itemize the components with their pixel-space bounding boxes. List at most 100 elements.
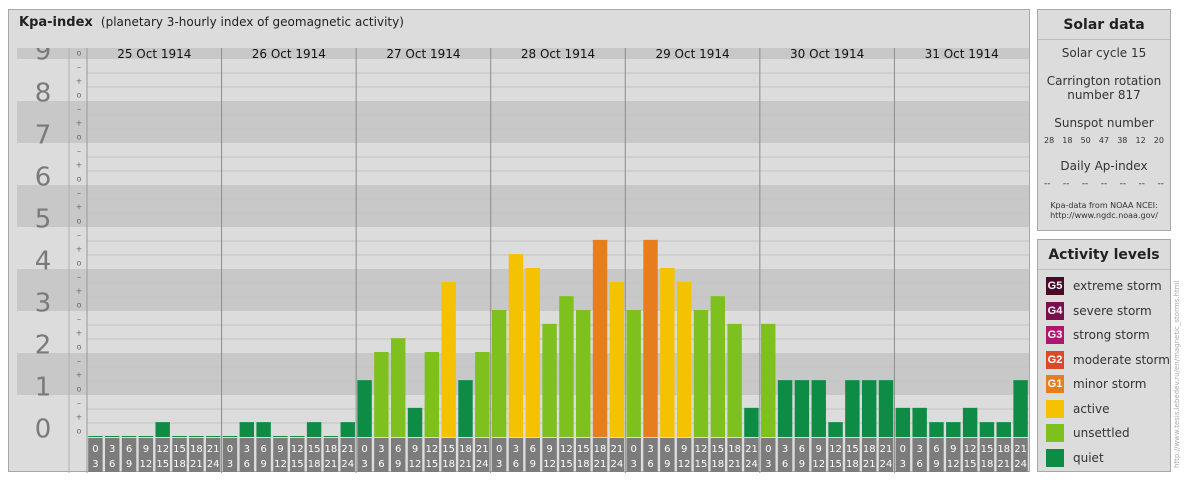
level-swatch-active xyxy=(1046,399,1064,418)
kp-bar xyxy=(794,380,810,437)
kp-bar xyxy=(155,422,170,437)
interval-start-label: 9 xyxy=(412,444,418,455)
interval-end-label: 15 xyxy=(964,459,977,470)
interval-start-label: 0 xyxy=(361,444,367,455)
kp-bar xyxy=(643,239,658,437)
kp-bar xyxy=(878,380,894,437)
y-minor-label: – xyxy=(77,231,81,240)
interval-start-label: 9 xyxy=(816,444,822,455)
kp-bar xyxy=(121,436,137,437)
level-unsettled: unsettled xyxy=(1038,421,1170,446)
interval-box xyxy=(828,438,843,472)
y-minor-label: – xyxy=(77,105,81,114)
kp-bar xyxy=(592,239,608,437)
data-source-link[interactable]: http://www.ngdc.noaa.gov/ xyxy=(1050,211,1158,220)
level-swatch-unsettled xyxy=(1046,424,1064,443)
solar-data-title: Solar data xyxy=(1038,10,1170,40)
interval-start-label: 18 xyxy=(863,444,876,455)
kp-band xyxy=(17,101,1029,143)
interval-start-label: 15 xyxy=(577,444,590,455)
carrington-rotation-line1: Carrington rotation xyxy=(1046,74,1162,88)
kp-bar xyxy=(895,407,911,437)
interval-box xyxy=(912,438,927,472)
interval-start-label: 9 xyxy=(143,444,149,455)
interval-end-label: 15 xyxy=(695,459,708,470)
interval-start-label: 18 xyxy=(997,444,1010,455)
interval-end-label: 12 xyxy=(140,459,153,470)
interval-start-label: 3 xyxy=(109,444,115,455)
y-minor-label: + xyxy=(76,77,83,86)
y-minor-label: o xyxy=(77,301,82,310)
interval-end-label: 24 xyxy=(745,459,758,470)
interval-box xyxy=(323,438,339,472)
y-axis-label: 9 xyxy=(35,48,52,67)
interval-start-label: 6 xyxy=(799,444,805,455)
interval-end-label: 9 xyxy=(530,459,536,470)
interval-end-label: 15 xyxy=(560,459,573,470)
interval-end-label: 18 xyxy=(442,459,455,470)
interval-start-label: 3 xyxy=(916,444,922,455)
y-minor-label: o xyxy=(77,343,82,352)
interval-end-label: 12 xyxy=(543,459,556,470)
interval-end-label: 3 xyxy=(900,459,906,470)
interval-box xyxy=(710,438,726,472)
interval-end-label: 9 xyxy=(933,459,939,470)
interval-start-label: 0 xyxy=(900,444,906,455)
chart-subtitle: (planetary 3-hourly index of geomagnetic… xyxy=(100,15,404,29)
interval-box xyxy=(340,438,355,472)
kp-band xyxy=(17,143,1029,185)
kp-bar xyxy=(407,407,423,437)
interval-end-label: 24 xyxy=(611,459,624,470)
interval-box xyxy=(155,438,170,472)
y-minor-label: o xyxy=(77,259,82,268)
kp-band xyxy=(17,185,1029,227)
interval-end-label: 6 xyxy=(916,459,922,470)
kp-bar xyxy=(710,296,726,437)
interval-end-label: 18 xyxy=(981,459,994,470)
interval-start-label: 6 xyxy=(933,444,939,455)
sunspot-value: 20 xyxy=(1153,136,1164,145)
sunspot-value: 18 xyxy=(1062,136,1073,145)
interval-end-label: 6 xyxy=(647,459,653,470)
interval-start-label: 15 xyxy=(173,444,186,455)
interval-start-label: 15 xyxy=(711,444,724,455)
sunspot-value: 38 xyxy=(1117,136,1128,145)
interval-start-label: 0 xyxy=(92,444,98,455)
level-swatch-g3: G3 xyxy=(1046,326,1064,345)
kp-bar xyxy=(273,436,288,437)
interval-box xyxy=(559,438,574,472)
data-source-label: Kpa-data from NOAA NCEI: xyxy=(1050,201,1158,210)
interval-box xyxy=(626,438,641,472)
interval-box xyxy=(525,438,540,472)
ap-value: -- xyxy=(1081,179,1089,189)
interval-end-label: 9 xyxy=(799,459,805,470)
interval-end-label: 6 xyxy=(378,459,384,470)
interval-start-label: 12 xyxy=(829,444,842,455)
day-label: 29 Oct 1914 xyxy=(655,48,729,61)
y-axis-label: 4 xyxy=(35,247,52,277)
day-label: 30 Oct 1914 xyxy=(790,48,864,61)
kp-bar xyxy=(693,310,709,437)
kp-bar xyxy=(777,380,793,437)
interval-start-label: 0 xyxy=(227,444,233,455)
interval-end-label: 15 xyxy=(291,459,304,470)
interval-box xyxy=(592,438,608,472)
solar-data-panel: Solar data Solar cycle 15 Carrington rot… xyxy=(1037,9,1171,231)
interval-end-label: 15 xyxy=(829,459,842,470)
day-label: 31 Oct 1914 xyxy=(925,48,999,61)
kp-bar xyxy=(744,407,759,437)
interval-box xyxy=(273,438,288,472)
interval-end-label: 12 xyxy=(678,459,691,470)
y-minor-label: – xyxy=(77,273,81,282)
interval-box xyxy=(777,438,793,472)
solar-cycle: Solar cycle 15 xyxy=(1061,46,1147,60)
interval-box xyxy=(878,438,894,472)
interval-box xyxy=(172,438,187,472)
kp-bar xyxy=(458,380,473,437)
level-label: minor storm xyxy=(1073,377,1147,392)
interval-start-label: 21 xyxy=(207,444,220,455)
y-minor-label: + xyxy=(76,245,83,254)
kp-bar xyxy=(138,436,154,437)
interval-start-label: 15 xyxy=(981,444,994,455)
kp-bar xyxy=(256,422,271,437)
